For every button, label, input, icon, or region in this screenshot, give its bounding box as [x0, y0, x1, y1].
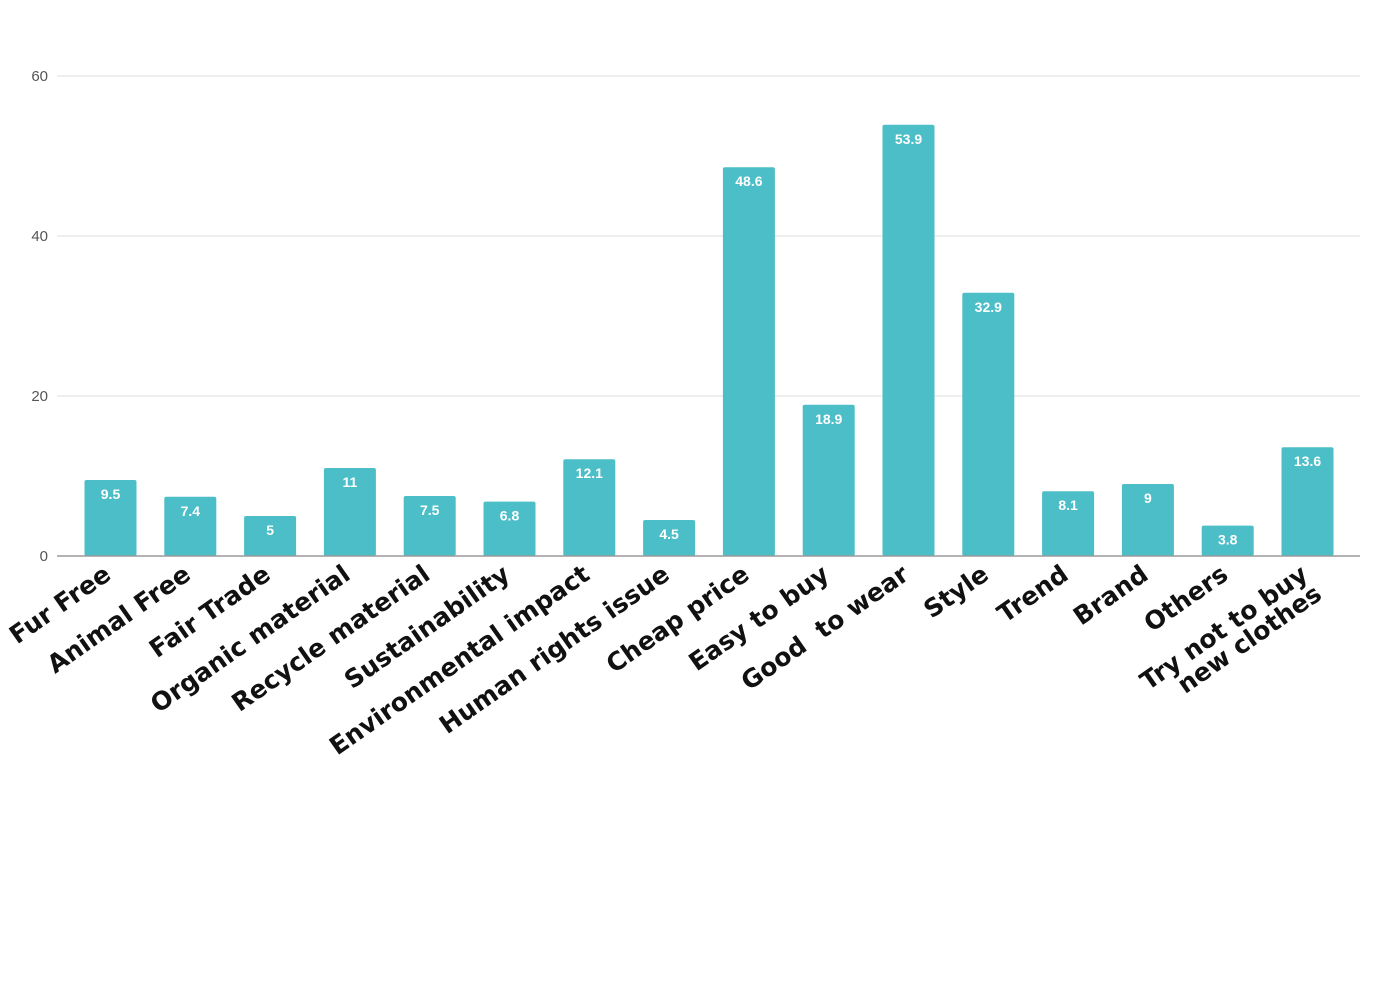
bar — [722, 167, 775, 556]
category-label: Style — [918, 559, 993, 624]
data-label: 7.4 — [181, 503, 201, 519]
data-label: 6.8 — [500, 508, 520, 524]
y-tick-label: 20 — [31, 388, 48, 405]
bar — [563, 459, 616, 556]
data-label: 9.5 — [101, 486, 121, 502]
bar — [323, 468, 376, 556]
data-label: 7.5 — [420, 502, 440, 518]
data-label: 5 — [266, 522, 274, 538]
y-tick-label: 0 — [40, 548, 48, 565]
y-tick-label: 60 — [31, 68, 48, 85]
bar — [164, 496, 217, 556]
data-label: 8.1 — [1058, 497, 1078, 513]
category-label: Trend — [992, 559, 1074, 628]
data-label: 48.6 — [735, 173, 762, 189]
bars — [84, 124, 1334, 557]
data-label: 9 — [1144, 490, 1152, 506]
data-labels: 9.5 7.4 5 11 7.5 6.8 12.1 4.5 48.6 18.9 53.9 32.9 8.… — [101, 131, 1322, 548]
y-axis-ticks: 0 20 40 60 — [31, 68, 48, 565]
bar — [483, 501, 536, 556]
gridlines — [57, 75, 1360, 397]
data-label: 32.9 — [975, 299, 1002, 315]
y-tick-label: 40 — [31, 228, 48, 245]
data-label: 11 — [342, 474, 357, 490]
data-label: 13.6 — [1294, 453, 1321, 469]
data-label: 4.5 — [659, 526, 679, 542]
data-label: 53.9 — [895, 131, 922, 147]
bar — [802, 404, 855, 556]
category-label: Brand — [1068, 559, 1153, 631]
bar — [643, 520, 696, 556]
bar — [1281, 447, 1334, 556]
bar — [882, 124, 935, 557]
data-label: 3.8 — [1218, 532, 1238, 548]
bar — [244, 516, 297, 556]
bar — [962, 292, 1015, 556]
bar — [1201, 525, 1254, 556]
bar — [1042, 491, 1095, 556]
bar — [403, 496, 456, 556]
bar — [84, 480, 137, 556]
bar — [1121, 484, 1174, 556]
data-label: 18.9 — [815, 411, 842, 427]
data-label: 12.1 — [576, 465, 603, 481]
